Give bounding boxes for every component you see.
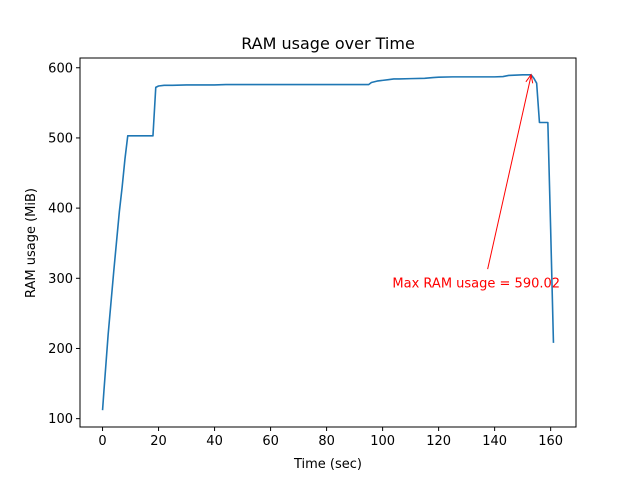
y-tick-label-200: 200 xyxy=(48,342,73,357)
annotation-arrowhead xyxy=(525,73,534,84)
plot-area: 0 20 40 60 80 100 120 140 160 100 200 300 400 500 600 M… xyxy=(48,57,577,449)
x-tick-label-60: 60 xyxy=(262,434,279,449)
x-tick-label-0: 0 xyxy=(98,434,106,449)
y-tick-label-400: 400 xyxy=(48,202,73,217)
y-tick-label-300: 300 xyxy=(48,272,73,287)
chart-title: RAM usage over Time xyxy=(241,34,415,53)
x-tick-label-80: 80 xyxy=(318,434,335,449)
x-tick-label-160: 160 xyxy=(538,434,563,449)
x-axis-label: Time (sec) xyxy=(293,457,362,472)
annotation-text: Max RAM usage = 590.02 xyxy=(392,277,560,292)
y-tick-label-500: 500 xyxy=(48,131,73,146)
x-tick-label-100: 100 xyxy=(370,434,395,449)
x-tick-label-120: 120 xyxy=(426,434,451,449)
annotation-arrow xyxy=(487,75,532,270)
y-axis-label: RAM usage (MiB) xyxy=(24,188,39,298)
x-tick-label-40: 40 xyxy=(206,434,223,449)
y-tick-label-600: 600 xyxy=(48,61,73,76)
x-tick-label-140: 140 xyxy=(482,434,507,449)
series-line-0 xyxy=(101,73,555,411)
y-tick-label-100: 100 xyxy=(48,412,73,427)
x-tick-label-20: 20 xyxy=(150,434,167,449)
axes-frame xyxy=(79,57,577,428)
